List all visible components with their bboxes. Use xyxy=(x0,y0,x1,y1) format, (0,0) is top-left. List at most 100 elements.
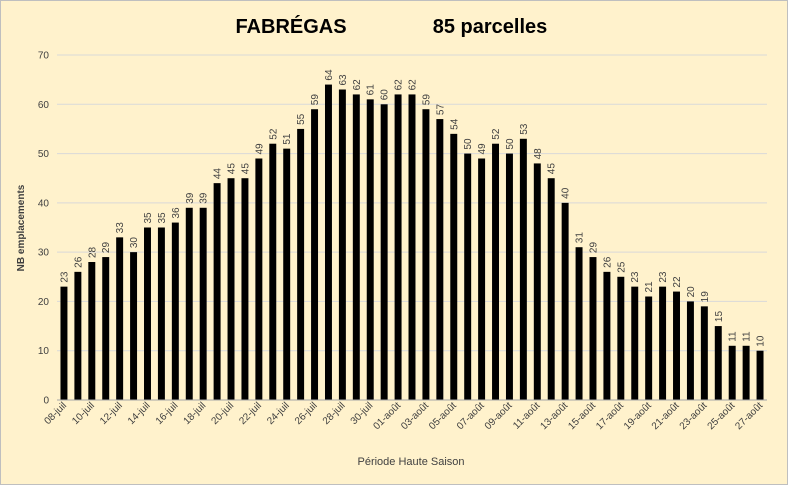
data-label: 29 xyxy=(588,242,599,254)
data-label: 52 xyxy=(491,128,502,140)
bar xyxy=(631,286,639,400)
bar xyxy=(728,345,736,400)
bar xyxy=(185,207,193,400)
bar xyxy=(492,143,500,400)
bar xyxy=(60,286,68,400)
bar xyxy=(533,163,541,400)
y-tick-label: 70 xyxy=(38,51,50,62)
y-tick-label: 30 xyxy=(38,248,50,259)
bar xyxy=(464,153,472,400)
bar xyxy=(213,183,221,400)
data-label: 11 xyxy=(728,331,739,342)
data-label: 63 xyxy=(338,74,349,86)
bar xyxy=(686,301,694,400)
bar xyxy=(199,207,207,400)
data-label: 50 xyxy=(463,138,474,150)
bar xyxy=(311,109,319,400)
bar xyxy=(171,222,179,400)
data-label: 55 xyxy=(296,113,307,125)
data-label: 60 xyxy=(380,89,391,101)
data-label: 54 xyxy=(449,118,460,130)
bar xyxy=(436,119,444,401)
data-label: 64 xyxy=(324,69,335,81)
data-label: 52 xyxy=(268,128,279,140)
data-label: 62 xyxy=(408,79,419,91)
data-label: 53 xyxy=(519,123,530,135)
bar xyxy=(422,109,430,400)
data-label: 35 xyxy=(157,212,168,224)
bar xyxy=(756,350,764,400)
y-tick-label: 60 xyxy=(38,100,50,111)
bar xyxy=(478,158,486,400)
bar xyxy=(714,326,722,400)
data-label: 23 xyxy=(630,271,641,283)
bar xyxy=(352,94,360,400)
y-axis-title: NB emplacements xyxy=(16,184,27,271)
data-label: 59 xyxy=(421,94,432,106)
bar xyxy=(659,286,667,400)
bar xyxy=(338,89,346,400)
data-label: 33 xyxy=(115,222,126,234)
bar xyxy=(269,143,277,400)
bar xyxy=(324,84,332,401)
data-label: 45 xyxy=(547,163,558,175)
data-label: 10 xyxy=(756,335,767,347)
bars xyxy=(60,84,764,401)
bar xyxy=(561,202,569,400)
bar xyxy=(74,271,82,400)
x-axis-title: Période Haute Saison xyxy=(357,456,464,468)
data-label: 29 xyxy=(101,242,112,254)
bar xyxy=(130,252,138,400)
bar xyxy=(255,158,263,400)
bar xyxy=(673,291,680,400)
bar xyxy=(575,247,583,400)
bar xyxy=(742,345,750,400)
data-label: 11 xyxy=(742,331,753,342)
data-label: 19 xyxy=(700,291,711,303)
data-label: 48 xyxy=(533,148,544,160)
bar xyxy=(394,94,402,400)
y-tick-label: 10 xyxy=(38,346,50,357)
data-label: 49 xyxy=(254,143,265,155)
data-label: 35 xyxy=(143,212,154,224)
data-label: 23 xyxy=(658,271,669,283)
data-label: 45 xyxy=(240,163,251,175)
bar xyxy=(116,237,124,400)
bar xyxy=(157,227,165,400)
bar xyxy=(547,178,555,400)
bar xyxy=(408,94,416,400)
data-label: 59 xyxy=(310,94,321,106)
chart-subtitle: 85 parcelles xyxy=(433,16,548,38)
data-label: 62 xyxy=(394,79,405,91)
bar xyxy=(380,104,388,401)
data-label: 15 xyxy=(714,311,725,323)
data-label: 39 xyxy=(199,192,210,204)
data-label: 49 xyxy=(477,143,488,155)
bar xyxy=(700,306,708,400)
bar xyxy=(241,178,249,400)
data-label: 22 xyxy=(672,276,683,288)
bar xyxy=(519,138,527,401)
data-label: 25 xyxy=(616,261,627,273)
y-tick-label: 0 xyxy=(43,396,49,407)
bar xyxy=(645,296,653,400)
data-label: 45 xyxy=(227,163,238,175)
bar xyxy=(283,148,291,400)
y-tick-label: 50 xyxy=(38,149,50,160)
data-label: 26 xyxy=(73,256,84,268)
bar xyxy=(102,257,110,400)
data-label: 39 xyxy=(185,192,196,204)
data-label: 23 xyxy=(59,271,70,283)
bar xyxy=(505,153,513,400)
chart-title: FABRÉGAS xyxy=(235,15,346,38)
bar xyxy=(603,271,611,400)
data-label: 44 xyxy=(213,168,224,180)
data-label: 21 xyxy=(644,281,655,293)
bar xyxy=(366,99,374,400)
y-tick-label: 40 xyxy=(38,198,50,209)
data-label: 51 xyxy=(282,133,293,145)
